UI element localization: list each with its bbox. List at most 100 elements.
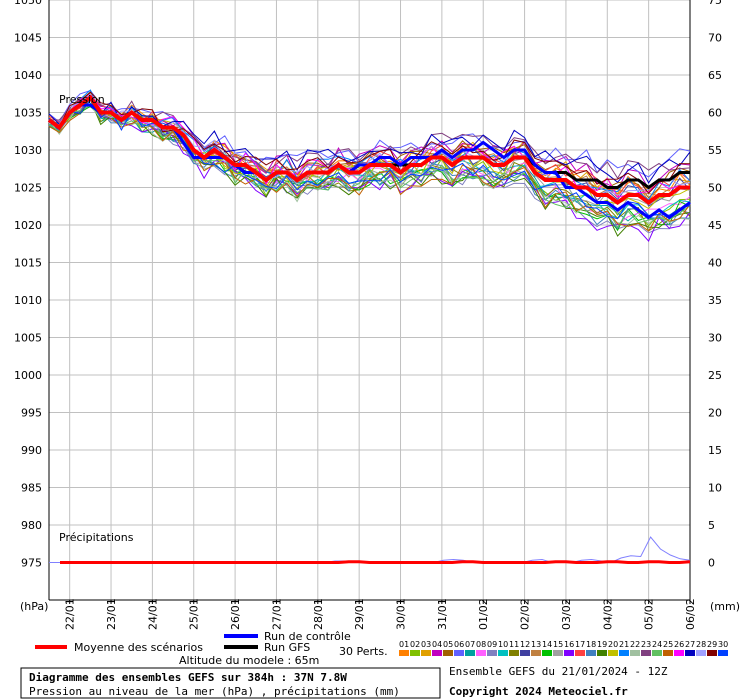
pert-swatch [410,650,420,656]
date-label: 28/01 [312,598,325,630]
pert-swatch [718,650,728,656]
left-tick-label: 1035 [14,107,42,120]
right-tick-label: 35 [708,294,722,307]
perturbation-line [48,96,691,232]
pert-number: 15 [553,640,563,649]
precipitation-lines [49,536,691,564]
left-axis-ticks: 975 980 985 990 995 1000 1005 1010 1015 1020 1025 1… [14,0,42,570]
perturbation-legend: 01 02 03 04 05 06 07 08 09 10 11 12 13 14 15 16 17 18 19 20… [399,640,728,656]
pert-number: 27 [685,640,695,649]
date-label: 29/01 [353,598,366,630]
date-axis-labels: 22/01 23/01 24/01 25/01 26/01 27/01 28/01 29/01… [64,598,697,630]
caption-box [20,667,441,699]
pert-swatch [465,650,475,656]
pert-swatch [630,650,640,656]
date-label: 31/01 [436,598,449,630]
pert-swatch [542,650,552,656]
left-tick-label: 990 [21,444,42,457]
pert-number: 16 [564,640,574,649]
pert-swatch [487,650,497,656]
pert-swatch [498,650,508,656]
pert-number: 21 [619,640,629,649]
pert-number: 07 [465,640,475,649]
date-label: 03/02 [560,598,573,630]
pert-swatch [696,650,706,656]
left-tick-label: 980 [21,519,42,532]
date-label: 23/01 [105,598,118,630]
perturbation-line [48,95,691,243]
pert-number: 20 [608,640,618,649]
pert-number: 05 [443,640,453,649]
pert-swatch [663,650,673,656]
right-tick-label: 55 [708,144,722,157]
date-label: 01/02 [477,598,490,630]
date-label: 30/01 [395,598,408,630]
chart-subtitle: Pression au niveau de la mer (hPa) , pré… [29,685,400,698]
right-tick-label: 70 [708,32,722,45]
right-tick-label: 45 [708,219,722,232]
right-tick-label: 60 [708,107,722,120]
left-tick-label: 1030 [14,144,42,157]
left-tick-label: 1025 [14,182,42,195]
left-tick-label: 1015 [14,257,42,270]
right-tick-label: 20 [708,407,722,420]
chart-title: Diagramme des ensembles GEFS sur 384h : … [29,671,347,684]
pert-swatch [652,650,662,656]
left-tick-label: 1005 [14,332,42,345]
legend-mean-label: Moyenne des scénarios [74,641,203,654]
right-tick-label: 5 [708,519,715,532]
pert-number: 28 [696,640,706,649]
left-tick-label: 1000 [14,369,42,382]
pert-number: 11 [509,640,519,649]
pert-swatch [597,650,607,656]
precip-mean-line [60,560,691,564]
right-tick-label: 10 [708,482,722,495]
pert-swatch [586,650,596,656]
legend: Moyenne des scénarios Run de contrôle Ru… [35,630,728,667]
precip-panel-label: Précipitations [59,531,134,544]
pert-swatch [531,650,541,656]
right-tick-label: 30 [708,332,722,345]
right-tick-label: 25 [708,369,722,382]
legend-control-label: Run de contrôle [264,630,351,643]
right-tick-label: 75 [708,0,722,7]
left-tick-label: 975 [21,557,42,570]
pert-number: 12 [520,640,530,649]
pert-swatch [443,650,453,656]
left-tick-label: 1045 [14,32,42,45]
pert-number: 26 [674,640,684,649]
pert-swatch [575,650,585,656]
date-label: 26/01 [229,598,242,630]
date-label: 27/01 [270,598,283,630]
pert-swatch [432,650,442,656]
right-tick-label: 15 [708,444,722,457]
main-series-lines [47,94,691,220]
pert-swatch [421,650,431,656]
pert-swatch [641,650,651,656]
perturbation-line [48,91,691,194]
left-tick-label: 1050 [14,0,42,7]
pert-swatch [399,650,409,656]
legend-gfs-label: Run GFS [264,641,310,654]
date-label: 22/01 [64,598,77,630]
pert-number: 04 [432,640,442,649]
left-tick-label: 1040 [14,69,42,82]
pert-number: 08 [476,640,486,649]
right-tick-label: 40 [708,257,722,270]
pert-swatch [619,650,629,656]
date-label: 24/01 [146,598,159,630]
left-tick-label: 995 [21,407,42,420]
pert-swatch [608,650,618,656]
date-label: 05/02 [643,598,656,630]
legend-perts-label: 30 Perts. [339,645,388,658]
pert-swatch [476,650,486,656]
date-label: 25/01 [188,598,201,630]
pert-number: 24 [652,640,662,649]
left-tick-label: 1020 [14,219,42,232]
copyright: Copyright 2024 Meteociel.fr [449,685,628,698]
right-tick-label: 0 [708,557,715,570]
right-axis-unit: (mm) [710,600,740,613]
pert-number: 25 [663,640,673,649]
date-label: 06/02 [684,598,697,630]
